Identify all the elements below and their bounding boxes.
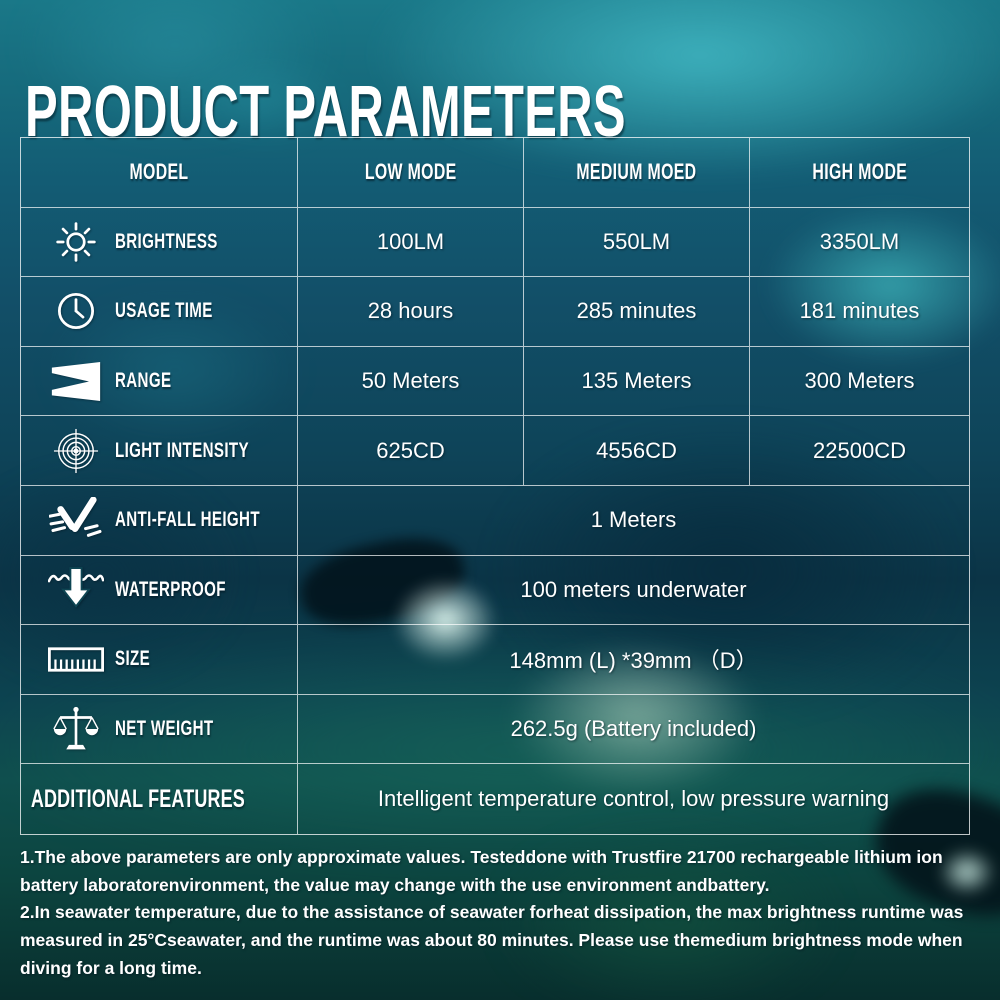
row-waterproof-label-cell: WATERPROOF	[21, 555, 298, 626]
row-label: USAGE TIME	[115, 299, 213, 323]
row-anti-fall-label-cell: ANTI-FALL HEIGHT	[21, 485, 298, 556]
scale-icon	[47, 705, 105, 753]
row-label: RANGE	[115, 369, 172, 393]
diver-light-glow	[938, 848, 996, 896]
footnote-2: 2.In seawater temperature, due to the as…	[20, 902, 964, 978]
anti-fall-value: 1 Meters	[298, 486, 969, 556]
size-value: 148mm (L) *39mm （D）	[298, 625, 969, 695]
row-label: SIZE	[115, 647, 151, 671]
header-label: HIGH MODE	[812, 159, 907, 185]
row-label: LIGHT INTENSITY	[115, 438, 249, 462]
ruler-icon	[47, 647, 105, 672]
beam-icon	[47, 361, 105, 402]
range-low-value: 50 Meters	[298, 346, 524, 417]
brightness-high-value: 3350LM	[750, 208, 969, 278]
fall-impact-icon	[47, 497, 105, 543]
green-reef-blob	[0, 630, 1000, 870]
header-cell-medium-mode: MEDIUM MOED	[524, 138, 750, 208]
brightness-medium-value: 550LM	[524, 207, 750, 278]
footnote-1: 1.The above parameters are only approxim…	[20, 847, 943, 895]
row-light-intensity-label-cell: LIGHT INTENSITY	[21, 416, 298, 486]
row-range-label-cell: RANGE	[21, 346, 298, 417]
usage-time-low-value: 28 hours	[298, 277, 524, 347]
dark-water-blob	[0, 470, 240, 680]
clock-icon	[47, 290, 105, 332]
water-highlight-blob	[180, 55, 350, 145]
header-cell-low-mode: LOW MODE	[298, 138, 524, 208]
header-cell-high-mode: HIGH MODE	[750, 138, 969, 208]
row-label: BRIGHTNESS	[115, 229, 218, 253]
row-label: ADDITIONAL FEATURES	[30, 784, 245, 813]
row-size-label-cell: SIZE	[21, 625, 298, 695]
row-label: NET WEIGHT	[115, 717, 214, 741]
page-title: PRODUCT PARAMETERS	[25, 72, 626, 153]
spec-table: MODEL LOW MODE MEDIUM MOED HIGH MODE BRI…	[20, 137, 970, 835]
additional-features-value: Intelligent temperature control, low pre…	[377, 786, 890, 812]
brightness-low-value: 100LM	[298, 207, 524, 278]
rock-highlight-blob	[765, 205, 1000, 365]
range-medium-value: 135 Meters	[524, 346, 750, 417]
header-label: MODEL	[129, 159, 189, 185]
target-icon	[47, 428, 105, 474]
header-label: LOW MODE	[364, 159, 457, 185]
range-high-value: 300 Meters	[750, 347, 969, 417]
sun-icon	[47, 220, 105, 264]
header-cell-model: MODEL	[21, 138, 298, 208]
light-intensity-medium-value: 4556CD	[524, 416, 750, 486]
row-label: ANTI-FALL HEIGHT	[115, 508, 260, 532]
row-net-weight-label-cell: NET WEIGHT	[21, 694, 298, 765]
usage-time-high-value: 181 minutes	[750, 277, 969, 347]
waterproof-arrow-icon	[47, 567, 105, 612]
header-label: MEDIUM MOED	[576, 159, 697, 185]
row-brightness-label-cell: BRIGHTNESS	[21, 207, 298, 278]
green-reef-blob	[500, 830, 840, 1000]
footnotes: 1.The above parameters are only approxim…	[20, 844, 982, 982]
light-intensity-low-value: 625CD	[298, 416, 524, 486]
usage-time-medium-value: 285 minutes	[524, 277, 750, 347]
row-usage-time-label-cell: USAGE TIME	[21, 277, 298, 347]
row-label: WATERPROOF	[115, 577, 226, 601]
net-weight-value: 262.5g (Battery included)	[298, 695, 969, 765]
row-additional-features-label-cell: ADDITIONAL FEATURES	[21, 764, 298, 834]
light-intensity-high-value: 22500CD	[750, 416, 969, 486]
waterproof-value: 100 meters underwater	[298, 556, 969, 626]
